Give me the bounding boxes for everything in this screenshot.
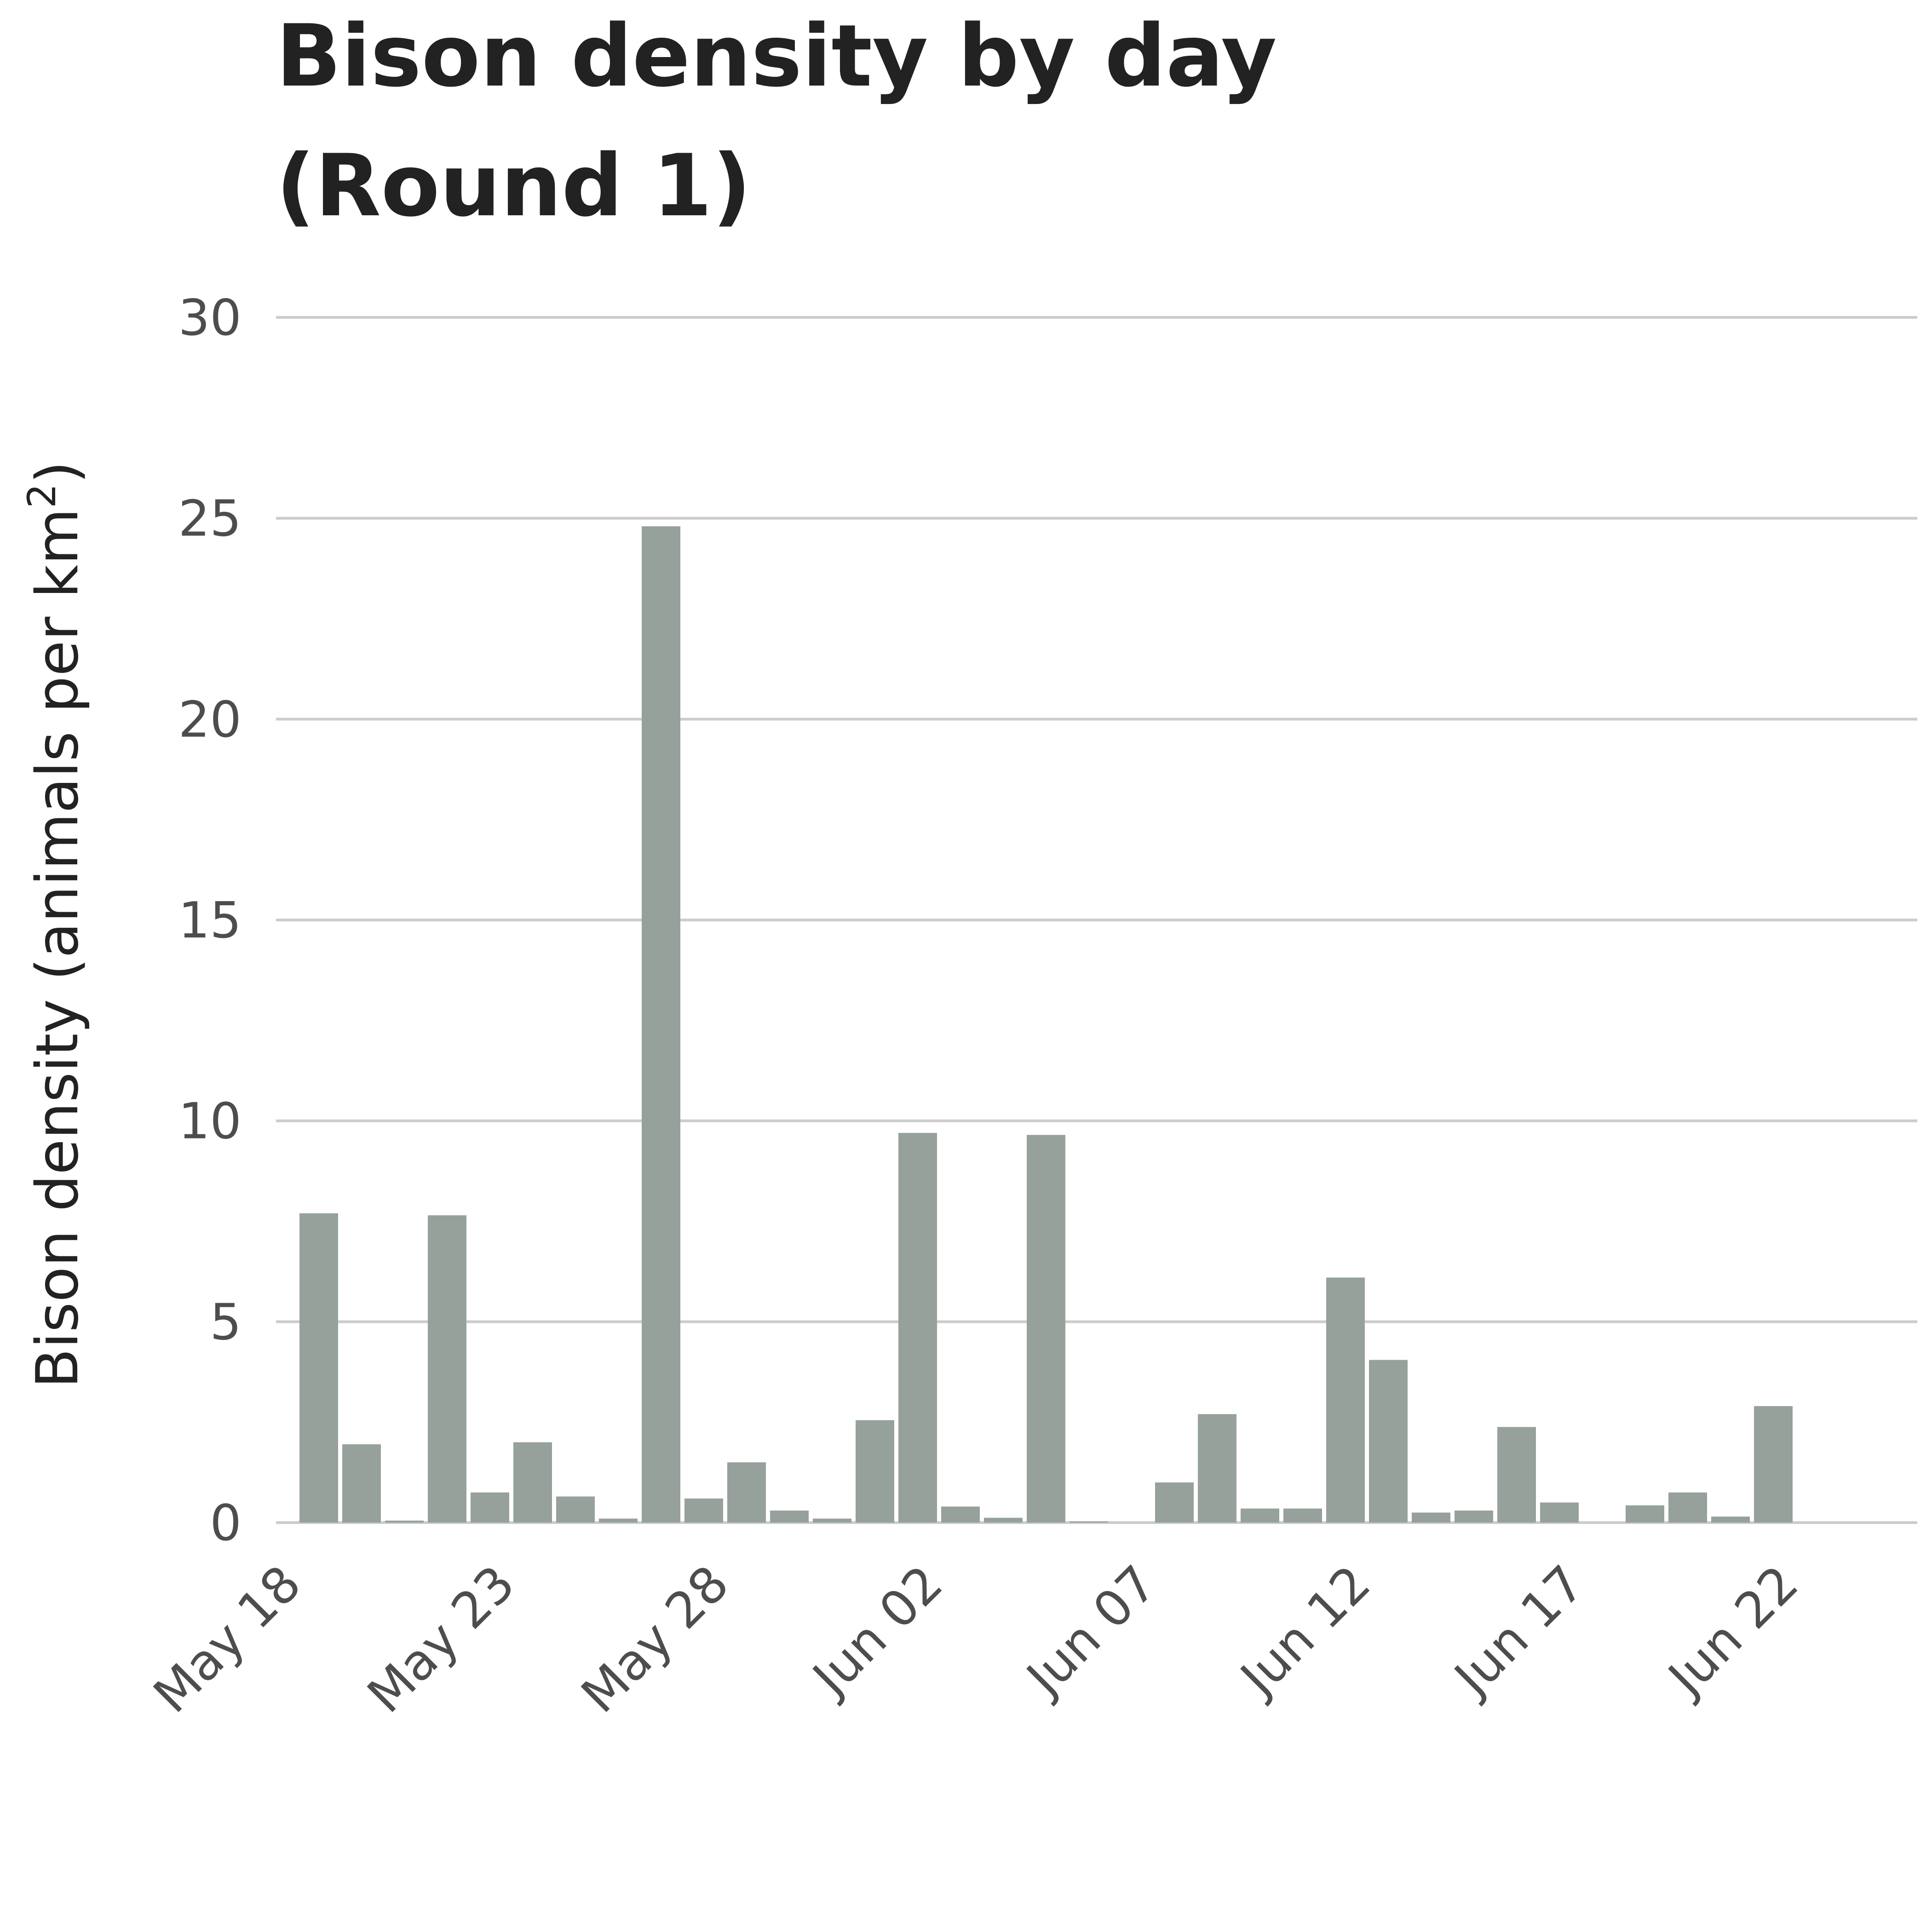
bar-jun-02 [898, 1133, 937, 1523]
chart-title-group: Bison density by day (Round 1) [276, 6, 1277, 236]
x-tick-label: May 23 [357, 1555, 526, 1724]
bar-jun-21 [1711, 1516, 1750, 1523]
y-tick-label: 25 [178, 490, 242, 548]
y-axis-title: Bison density (animals per km2) [19, 461, 91, 1388]
y-tick-label: 20 [178, 691, 242, 748]
bar-may-29 [727, 1462, 766, 1523]
x-tick-label: Jun 02 [800, 1555, 954, 1708]
x-tick-labels: May 18 May 23 May 28 Jun 02 Jun 07 Jun 12 Jun … [143, 1555, 1810, 1724]
bar-jun-09 [1198, 1414, 1236, 1523]
bar-jun-08 [1155, 1482, 1194, 1523]
bar-jun-04 [984, 1518, 1023, 1523]
x-tick-label: Jun 22 [1656, 1555, 1809, 1708]
bar-may-31 [813, 1518, 851, 1523]
x-tick-label: Jun 07 [1014, 1555, 1167, 1708]
bar-may-30 [770, 1510, 809, 1523]
y-tick-label: 15 [178, 892, 242, 949]
x-tick-label: May 18 [143, 1555, 312, 1724]
bar-may-28 [684, 1498, 723, 1523]
bar-may-23 [471, 1492, 509, 1523]
bar-jun-19 [1626, 1505, 1664, 1523]
bar-may-21 [385, 1520, 424, 1523]
bars [299, 526, 1793, 1523]
y-tick-label: 30 [178, 289, 242, 347]
y-tick-label: 5 [210, 1294, 242, 1351]
bar-jun-16 [1497, 1427, 1536, 1523]
bar-may-24 [513, 1442, 552, 1523]
bar-jun-10 [1241, 1508, 1279, 1523]
bar-jun-12 [1326, 1277, 1365, 1523]
y-tick-label: 0 [210, 1495, 242, 1552]
bar-jun-06 [1070, 1521, 1108, 1523]
y-axis-title-main: Bison density (animals per km [23, 508, 91, 1388]
y-gridlines [276, 316, 1917, 1524]
y-tick-labels: 0 5 10 15 20 25 30 [178, 289, 242, 1552]
bar-jun-11 [1283, 1508, 1322, 1523]
chart-title-line-1: Bison density by day [276, 6, 1277, 106]
bar-may-22 [428, 1215, 466, 1523]
bar-jun-14 [1412, 1512, 1450, 1523]
x-tick-label: Jun 17 [1442, 1555, 1595, 1708]
bar-jun-15 [1455, 1510, 1493, 1523]
bar-jun-01 [856, 1420, 894, 1523]
y-axis-title-superscript: 2 [19, 483, 64, 508]
x-tick-label: Jun 12 [1228, 1555, 1381, 1708]
x-tick-label: May 28 [571, 1555, 740, 1724]
bar-jun-05 [1027, 1135, 1065, 1523]
bar-jun-17 [1540, 1502, 1579, 1523]
bar-may-25 [556, 1496, 595, 1523]
bar-jun-22 [1754, 1406, 1793, 1523]
bar-may-19 [299, 1213, 338, 1523]
bar-may-27 [642, 526, 680, 1523]
bar-may-20 [342, 1444, 381, 1523]
bar-may-26 [599, 1518, 638, 1523]
bar-jun-13 [1369, 1360, 1408, 1523]
bar-jun-03 [941, 1506, 980, 1523]
chart-title-line-2: (Round 1) [276, 136, 751, 236]
y-axis-title-suffix: ) [23, 461, 91, 483]
bar-jun-20 [1668, 1492, 1707, 1523]
y-tick-label: 10 [178, 1093, 242, 1150]
